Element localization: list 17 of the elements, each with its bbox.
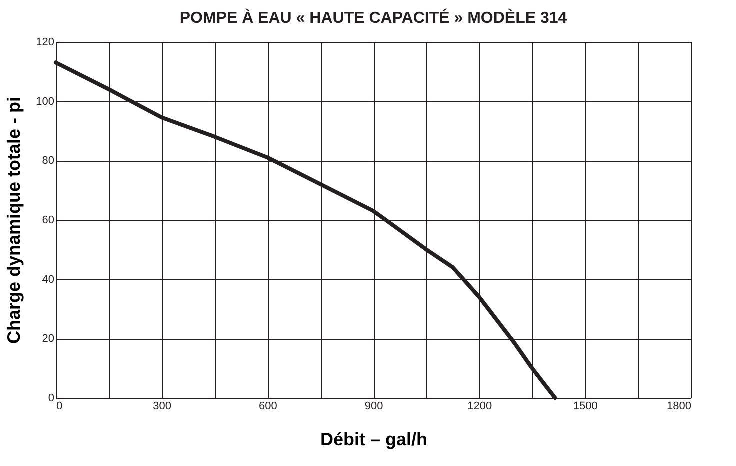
y-tick-label: 60 bbox=[42, 214, 54, 226]
y-tick-label: 0 bbox=[48, 392, 54, 404]
x-tick-label: 600 bbox=[258, 400, 278, 412]
x-tick-label: 1800 bbox=[667, 400, 692, 412]
x-tick-label: 1500 bbox=[573, 400, 598, 412]
y-tick-label: 40 bbox=[42, 274, 54, 286]
x-tick-label: 300 bbox=[153, 400, 172, 412]
y-axis-title: Charge dynamique totale - pi bbox=[4, 96, 24, 344]
chart-title: POMPE À EAU « HAUTE CAPACITÉ » MODÈLE 314 bbox=[180, 8, 568, 27]
x-tick-label: 900 bbox=[364, 400, 384, 412]
x-axis-title: Débit – gal/h bbox=[320, 430, 428, 450]
y-tick-label: 80 bbox=[42, 155, 54, 168]
y-tick-label: 100 bbox=[36, 96, 54, 108]
y-tick-label: 20 bbox=[42, 333, 54, 346]
x-tick-label: 1200 bbox=[468, 400, 492, 412]
y-tick-label: 120 bbox=[36, 36, 54, 48]
x-tick-label: 0 bbox=[56, 400, 63, 412]
